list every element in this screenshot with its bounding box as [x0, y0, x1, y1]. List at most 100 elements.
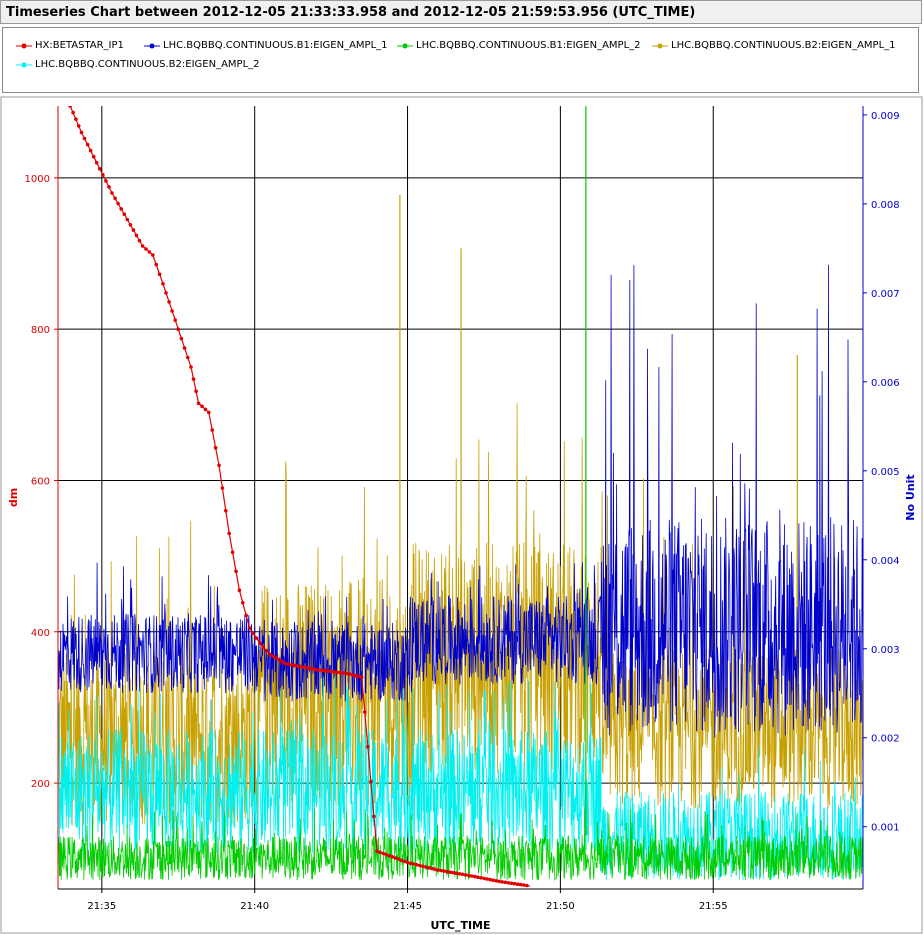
betastar-point — [525, 883, 529, 888]
betastar-point — [518, 882, 523, 887]
betastar-point — [482, 876, 486, 881]
betastar-point — [433, 867, 437, 872]
series-line-3 — [58, 808, 863, 882]
betastar-point — [213, 445, 218, 450]
betastar-point — [341, 671, 346, 675]
betastar-point — [298, 664, 303, 669]
betastar-point — [317, 668, 321, 672]
betastar-point — [469, 874, 474, 878]
betastar-point — [161, 282, 165, 286]
betastar-point — [71, 110, 75, 115]
betastar-point — [74, 117, 78, 121]
betastar-point — [393, 856, 398, 860]
betastar-point — [332, 670, 337, 674]
betastar-point — [378, 850, 382, 855]
betastar-point — [176, 327, 181, 332]
betastar-point — [362, 710, 367, 714]
betastar-point — [311, 667, 315, 671]
betastar-point — [384, 852, 388, 857]
betastar-point — [244, 613, 248, 618]
betastar-point — [350, 673, 355, 677]
betastar-point — [512, 881, 517, 886]
betastar-point — [515, 882, 520, 886]
betastar-point — [210, 428, 214, 432]
betastar-point — [466, 873, 471, 878]
betastar-point — [274, 656, 278, 660]
betastar-point — [286, 662, 291, 666]
betastar-point — [247, 626, 252, 630]
betastar-point — [473, 874, 477, 879]
betastar-point — [424, 865, 428, 869]
betastar-point — [326, 669, 330, 673]
betastar-point — [390, 855, 395, 859]
legend-marker-icon — [144, 43, 160, 49]
betastar-point — [451, 870, 456, 875]
betastar-point — [414, 863, 419, 867]
y-tick-label-right: 0.009 — [871, 111, 900, 122]
betastar-point — [454, 871, 459, 876]
betastar-point — [292, 663, 297, 668]
betastar-point — [122, 212, 127, 216]
betastar-point — [186, 355, 190, 360]
betastar-point — [503, 880, 508, 885]
betastar-point — [491, 878, 495, 882]
betastar-point — [271, 654, 275, 659]
betastar-point — [131, 228, 136, 232]
betastar-point — [494, 879, 499, 883]
betastar-point — [189, 365, 193, 369]
betastar-point — [369, 779, 373, 784]
series-line-2 — [58, 264, 863, 738]
betastar-point — [323, 668, 327, 673]
betastar-point — [411, 862, 416, 866]
betastar-point — [509, 881, 514, 886]
x-tick-label: 21:55 — [699, 901, 728, 912]
x-axis-title: UTC_TIME — [430, 919, 490, 932]
betastar-point — [304, 666, 309, 670]
betastar-point — [191, 377, 196, 381]
betastar-point — [167, 300, 171, 304]
betastar-point — [147, 250, 152, 254]
x-tick-label: 21:35 — [87, 901, 116, 912]
betastar-point — [439, 868, 444, 873]
legend-marker-icon — [397, 43, 413, 49]
betastar-point — [500, 880, 505, 884]
betastar-point — [463, 873, 468, 877]
betastar-point — [220, 486, 225, 490]
betastar-point — [387, 853, 392, 858]
betastar-point — [497, 879, 502, 884]
y-tick-label-right: 0.006 — [871, 378, 900, 389]
y-tick-label-right: 0.004 — [871, 556, 900, 567]
betastar-point — [485, 877, 489, 881]
y-tick-label-right: 0.002 — [871, 734, 900, 745]
betastar-point — [227, 531, 231, 536]
betastar-point — [396, 857, 401, 861]
betastar-point — [405, 860, 410, 865]
betastar-point — [506, 881, 511, 885]
betastar-point — [76, 124, 81, 128]
betastar-point — [128, 223, 133, 227]
x-tick-label: 21:45 — [393, 901, 422, 912]
y-axis-title-left: dm — [7, 488, 20, 507]
betastar-point — [329, 669, 333, 674]
betastar-point — [353, 673, 358, 678]
legend-marker-icon — [16, 43, 32, 49]
betastar-point — [427, 866, 431, 870]
betastar-point — [170, 309, 174, 313]
betastar-point — [68, 106, 72, 108]
betastar-point — [421, 864, 425, 869]
legend-label: LHC.BQBBQ.CONTINUOUS.B2:EIGEN_AMPL_1 — [671, 40, 896, 51]
y-axis-title-right: No Unit — [904, 474, 917, 520]
betastar-point — [116, 201, 120, 206]
legend-label: LHC.BQBBQ.CONTINUOUS.B2:EIGEN_AMPL_2 — [35, 59, 260, 70]
betastar-point — [521, 883, 526, 887]
betastar-point — [402, 859, 407, 864]
x-tick-label: 21:50 — [546, 901, 575, 912]
betastar-point — [91, 154, 96, 159]
betastar-point — [200, 404, 204, 409]
betastar-point — [88, 148, 93, 153]
betastar-point — [230, 550, 235, 555]
betastar-point — [179, 336, 184, 341]
legend-label: LHC.BQBBQ.CONTINUOUS.B1:EIGEN_AMPL_1 — [163, 40, 388, 51]
chart-title: Timeseries Chart between 2012-12-05 21:3… — [6, 5, 696, 20]
betastar-point — [430, 866, 434, 871]
